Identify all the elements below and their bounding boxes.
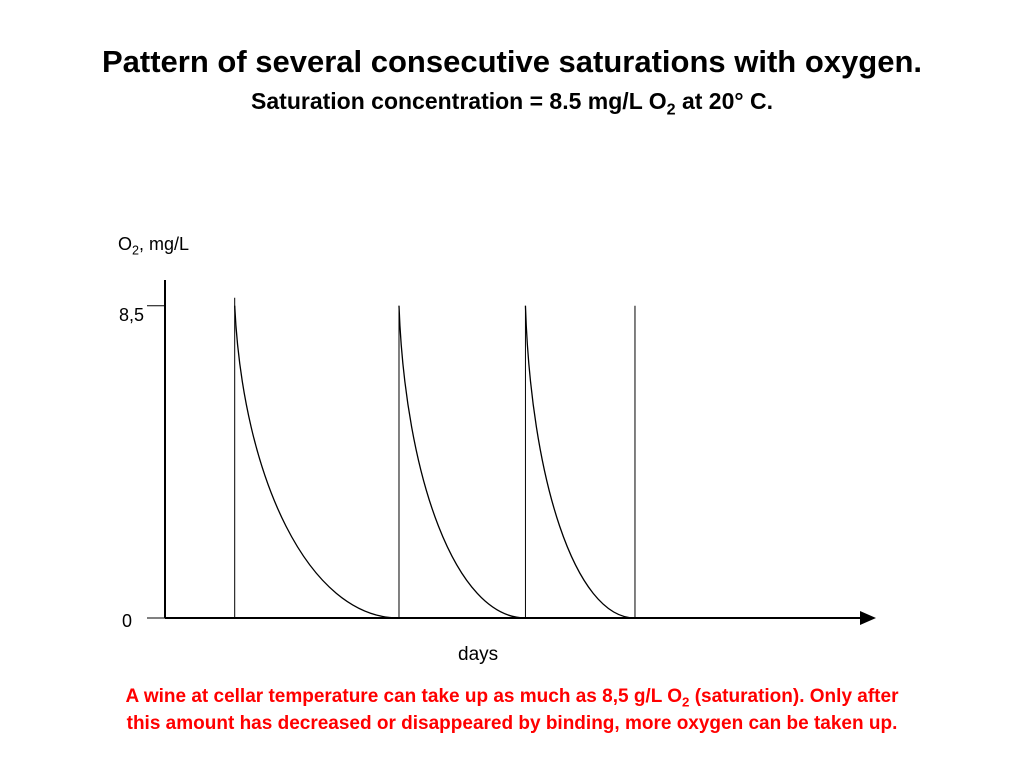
y-label-unit: , mg/L <box>139 234 190 254</box>
caption-subscript: 2 <box>682 694 690 710</box>
y-tick-label-zero: 0 <box>121 611 132 631</box>
y-axis-label: O2, mg/L <box>118 233 190 258</box>
y-label-subscript: 2 <box>132 243 140 258</box>
subtitle-text: Saturation concentration = 8.5 mg/L O <box>251 88 667 114</box>
decay-curve-1 <box>234 305 399 619</box>
subtitle-text-end: at 20° C. <box>675 88 773 114</box>
subtitle-subscript: 2 <box>666 100 676 119</box>
decay-curve-2 <box>398 305 526 619</box>
caption-line-1-text: A wine at cellar temperature can take up… <box>125 686 683 707</box>
caption-line-2: this amount has decreased or disappeared… <box>126 713 898 734</box>
caption-line-1-end: (saturation). Only after <box>689 686 899 707</box>
y-tick-label-max: 8,5 <box>118 305 144 325</box>
slide-subtitle: Saturation concentration = 8.5 mg/L O2 a… <box>0 86 1024 119</box>
slide-title: Pattern of several consecutive saturatio… <box>101 44 923 79</box>
x-axis-arrow <box>860 611 876 625</box>
chart-axes <box>147 280 876 625</box>
chart-marks <box>234 297 636 619</box>
caption-line-1: A wine at cellar temperature can take up… <box>0 683 1024 710</box>
caption: A wine at cellar temperature can take up… <box>0 683 1024 737</box>
x-axis-label: days <box>458 644 499 665</box>
decay-curve-3 <box>524 305 635 619</box>
y-label-text: O <box>118 234 133 254</box>
